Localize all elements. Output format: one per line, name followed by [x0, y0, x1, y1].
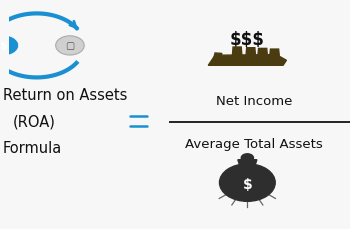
Circle shape	[0, 36, 19, 57]
Text: Average Total Assets: Average Total Assets	[185, 138, 323, 150]
Polygon shape	[270, 50, 279, 57]
Circle shape	[241, 154, 253, 162]
Text: $$$: $$$	[230, 30, 265, 48]
Text: Return on Assets: Return on Assets	[3, 88, 127, 103]
Circle shape	[56, 37, 84, 56]
Polygon shape	[208, 55, 286, 66]
Text: Formula: Formula	[3, 140, 62, 155]
Text: $: $	[0, 41, 7, 51]
Text: $: $	[243, 178, 252, 192]
Polygon shape	[238, 160, 257, 166]
Text: ▢: ▢	[65, 41, 75, 51]
Circle shape	[219, 164, 275, 202]
Text: (ROA): (ROA)	[13, 114, 56, 129]
Polygon shape	[258, 49, 267, 57]
Polygon shape	[246, 49, 256, 57]
Polygon shape	[214, 54, 222, 61]
Polygon shape	[232, 48, 242, 57]
Text: Net Income: Net Income	[216, 94, 292, 107]
